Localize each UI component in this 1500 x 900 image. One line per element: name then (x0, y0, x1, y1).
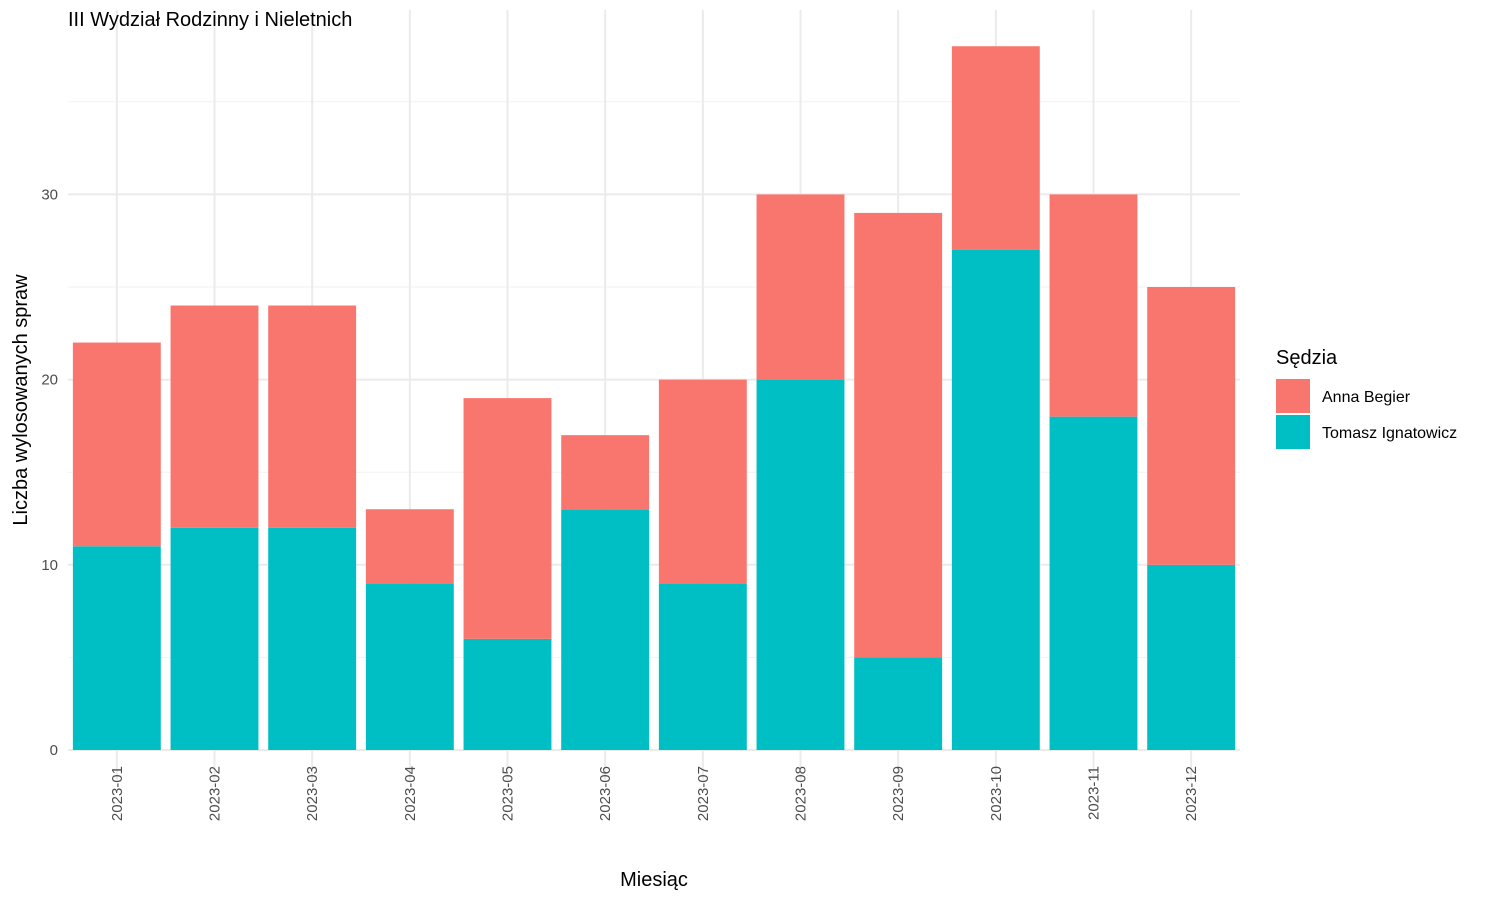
y-tick-label: 0 (50, 742, 58, 759)
bar-segment (756, 379, 845, 750)
y-tick-label: 10 (41, 557, 58, 574)
bar-segment (854, 212, 943, 658)
bar-segment (463, 398, 552, 639)
bar-segment (756, 194, 845, 380)
x-tick-label: 2023-12 (1183, 766, 1200, 821)
chart-title: III Wydział Rodzinny i Nieletnich (68, 9, 352, 31)
bar-segment (463, 638, 552, 750)
x-tick-label: 2023-09 (890, 766, 907, 821)
x-tick-label: 2023-07 (695, 766, 712, 821)
legend: Sędzia Anna Begier Tomasz Ignatowicz (1276, 347, 1457, 449)
bar-segment (268, 305, 357, 528)
x-tick-label: 2023-11 (1086, 766, 1103, 820)
bar-segment (951, 46, 1040, 250)
bars (72, 46, 1236, 750)
x-axis-title: Miesiąc (620, 869, 688, 891)
bar-segment (1147, 287, 1236, 565)
y-axis-title: Liczba wylosowanych spraw (10, 274, 32, 526)
bar-segment (658, 379, 747, 584)
legend-key (1276, 379, 1310, 413)
y-tick-label: 20 (41, 372, 58, 389)
x-tick-label: 2023-05 (500, 766, 517, 821)
bar-segment (854, 657, 943, 750)
x-tick-label: 2023-10 (988, 766, 1005, 821)
bar-segment (1147, 564, 1236, 750)
y-tick-labels: 0 10 20 30 (41, 186, 58, 759)
bar-segment (72, 342, 161, 547)
bar-segment (365, 509, 454, 584)
y-tick-label: 30 (41, 186, 58, 203)
legend-label: Anna Begier (1322, 389, 1411, 406)
bar-segment (561, 435, 650, 510)
bar-segment (268, 527, 357, 750)
bar-segment (72, 546, 161, 750)
bar-segment (561, 509, 650, 750)
bar-segment (1049, 194, 1138, 417)
x-tick-label: 2023-01 (109, 766, 126, 821)
bar-segment (365, 583, 454, 750)
x-tick-label: 2023-03 (304, 766, 321, 821)
legend-title: Sędzia (1276, 347, 1338, 369)
bar-segment (951, 249, 1040, 750)
bar-segment (170, 305, 259, 528)
bar-segment (1049, 416, 1138, 750)
x-tick-label: 2023-08 (793, 766, 810, 821)
legend-label: Tomasz Ignatowicz (1322, 425, 1457, 442)
legend-key (1276, 415, 1310, 449)
x-tick-labels: 2023-01 2023-02 2023-03 2023-04 2023-05 2023-… (109, 766, 1200, 821)
x-tick-label: 2023-02 (207, 766, 224, 821)
bar-segment (658, 583, 747, 750)
x-tick-label: 2023-04 (402, 766, 419, 821)
x-tick-label: 2023-06 (597, 766, 614, 821)
bar-segment (170, 527, 259, 750)
